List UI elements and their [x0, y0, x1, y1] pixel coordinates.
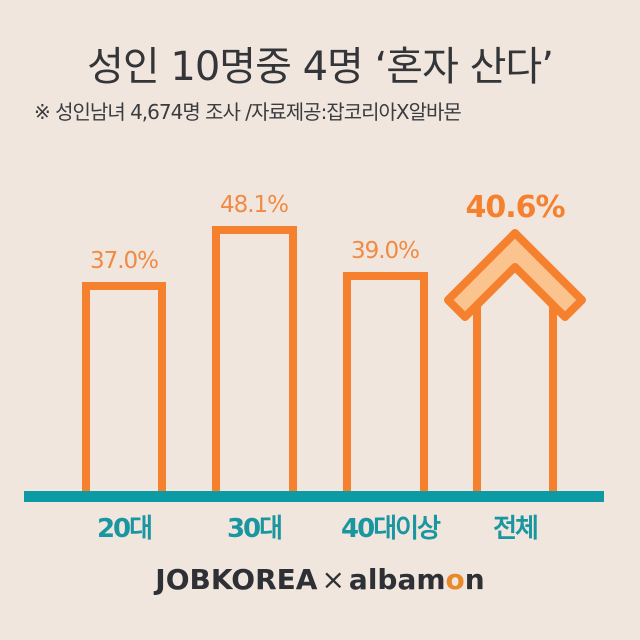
value-label-20s: 37.0% [89, 248, 159, 274]
brand-logo: JOBKOREA × albamon [0, 563, 640, 596]
jobkorea-logo: JOBKOREA [155, 563, 318, 596]
value-label-30s: 48.1% [219, 192, 289, 218]
bar-20s [82, 282, 166, 492]
category-20s: 20대 [96, 514, 153, 544]
house-roof-icon [444, 229, 586, 495]
albamon-logo-a: albam [348, 563, 446, 596]
value-label-total: 40.6% [465, 190, 565, 225]
chart-subtitle: ※ 성인남녀 4,674명 조사 /자료제공:잡코리아X알바몬 [34, 100, 462, 124]
category-30s: 30대 [226, 514, 283, 544]
collab-separator: × [321, 563, 345, 596]
chart-title: 성인 10명중 4명 ‘혼자 산다’ [87, 44, 554, 90]
category-total: 전체 [493, 514, 539, 544]
value-label-40s-plus: 39.0% [350, 238, 420, 264]
albamon-logo-b: n [464, 563, 485, 596]
category-40s-plus: 40대이상 [341, 514, 441, 544]
albamon-cat-icon: o [445, 563, 465, 596]
bar-30s [212, 226, 297, 492]
bar-40s-plus [343, 272, 428, 492]
x-axis-baseline [24, 491, 604, 502]
